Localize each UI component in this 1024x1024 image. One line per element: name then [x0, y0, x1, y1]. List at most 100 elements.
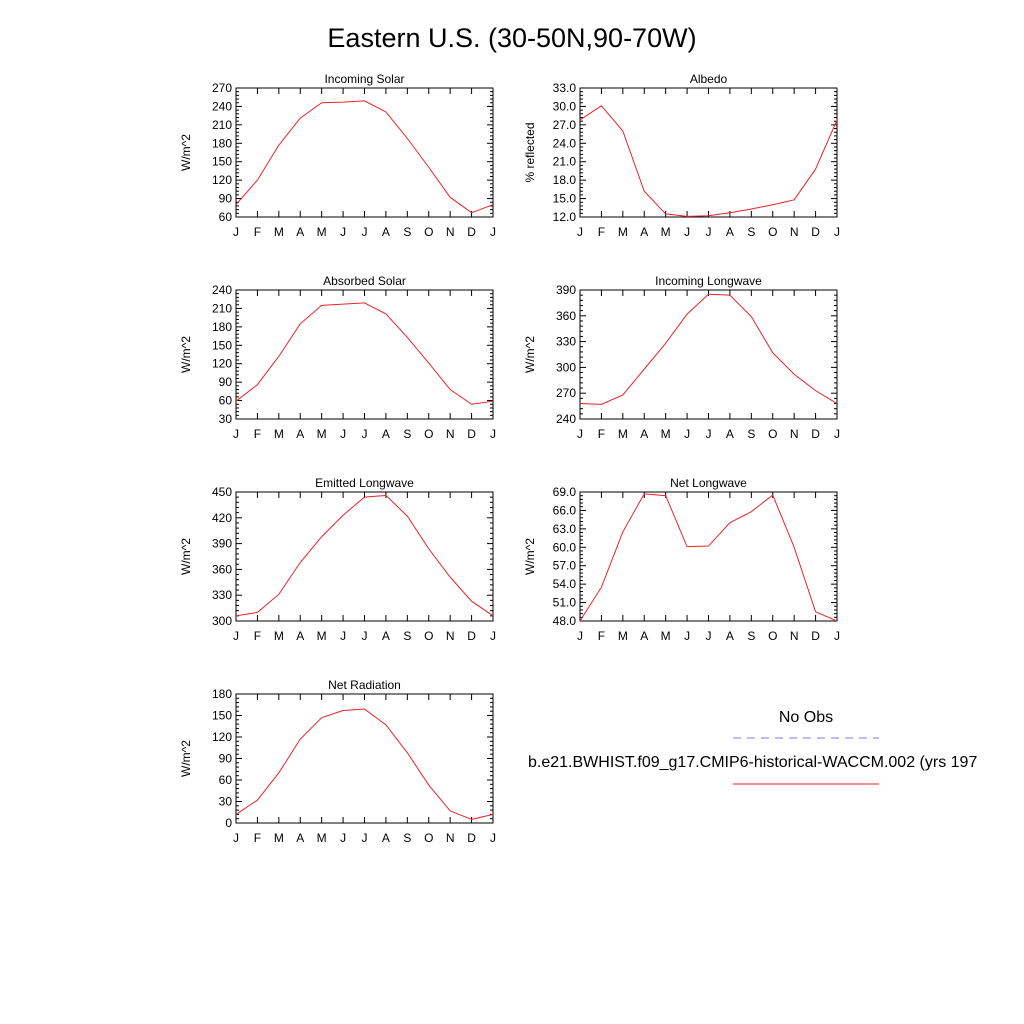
- legend: No Obs b.e21.BWHIST.f09_g17.CMIP6-histor…: [528, 709, 977, 785]
- absorbed-solar-xtick-label: A: [296, 427, 304, 441]
- albedo-ylabel: % reflected: [523, 122, 537, 182]
- absorbed-solar-xtick-label: D: [467, 427, 476, 441]
- incoming-solar-ytick-label: 210: [212, 118, 232, 132]
- net-longwave-xtick-label: J: [684, 629, 690, 643]
- emitted-longwave-title: Emitted Longwave: [315, 476, 414, 490]
- emitted-longwave-xtick-label: M: [317, 629, 327, 643]
- incoming-longwave-ytick-label: 330: [556, 335, 576, 349]
- emitted-longwave-xtick-label: N: [446, 629, 455, 643]
- net-radiation-xtick-label: M: [317, 831, 327, 845]
- net-radiation-xtick-label: J: [362, 831, 368, 845]
- incoming-solar-panel: Incoming Solar W/m^2 60 90 120 150 180 210 240 27…: [179, 72, 496, 239]
- absorbed-solar-xtick-label: J: [340, 427, 346, 441]
- net-longwave-ytick-label: 69.0: [553, 485, 577, 499]
- net-radiation-title: Net Radiation: [328, 678, 401, 692]
- albedo-ytick-label: 27.0: [553, 118, 577, 132]
- incoming-longwave-xtick-label: J: [706, 427, 712, 441]
- emitted-longwave-xtick-label: O: [424, 629, 433, 643]
- net-radiation-xtick-label: J: [490, 831, 496, 845]
- emitted-longwave-xtick-label: J: [362, 629, 368, 643]
- legend-obs-label: No Obs: [779, 709, 833, 726]
- incoming-solar-ylabel: W/m^2: [179, 134, 193, 171]
- net-longwave-ylabel: W/m^2: [523, 538, 537, 575]
- emitted-longwave-xtick-label: J: [233, 629, 239, 643]
- albedo-ytick-label: 12.0: [553, 210, 577, 224]
- incoming-longwave-xtick-label: N: [790, 427, 799, 441]
- net-radiation-ylabel: W/m^2: [179, 740, 193, 777]
- absorbed-solar-xtick-label: N: [446, 427, 455, 441]
- incoming-solar-xtick-label: O: [424, 225, 433, 239]
- absorbed-solar-xtick-label: M: [317, 427, 327, 441]
- net-longwave-ytick-label: 51.0: [553, 596, 577, 610]
- net-radiation-xtick-label: J: [233, 831, 239, 845]
- absorbed-solar-ytick-label: 180: [212, 320, 232, 334]
- net-longwave-xtick-label: S: [747, 629, 755, 643]
- albedo-ytick-label: 18.0: [553, 173, 577, 187]
- incoming-solar-ytick-label: 90: [219, 192, 233, 206]
- emitted-longwave-xtick-label: J: [340, 629, 346, 643]
- absorbed-solar-frame: [235, 289, 494, 420]
- incoming-solar-ytick-label: 60: [219, 210, 233, 224]
- net-longwave-xtick-label: J: [834, 629, 840, 643]
- incoming-solar-series-line: [235, 100, 494, 214]
- incoming-longwave-xtick-label: A: [726, 427, 734, 441]
- net-longwave-panel: Net Longwave W/m^2 48.0 51.0 54.0 57.0 60.0 63.…: [523, 476, 840, 643]
- net-longwave-ytick-label: 66.0: [553, 503, 577, 517]
- net-longwave-xtick-label: J: [706, 629, 712, 643]
- absorbed-solar-title: Absorbed Solar: [323, 274, 406, 288]
- incoming-solar-xtick-label: F: [254, 225, 261, 239]
- net-radiation-xtick-label: A: [296, 831, 304, 845]
- albedo-xtick-label: A: [726, 225, 734, 239]
- absorbed-solar-xtick-label: J: [233, 427, 239, 441]
- net-radiation-xtick-label: A: [382, 831, 390, 845]
- net-longwave-xtick-label: A: [726, 629, 734, 643]
- net-radiation-ytick-label: 120: [212, 730, 232, 744]
- absorbed-solar-ticks: [235, 289, 494, 420]
- net-longwave-frame: [579, 491, 838, 622]
- incoming-solar-xtick-label: J: [362, 225, 368, 239]
- albedo-xtick-label: S: [747, 225, 755, 239]
- net-radiation-series-line: [235, 708, 494, 820]
- incoming-longwave-xtick-label: M: [661, 427, 671, 441]
- emitted-longwave-xtick-label: A: [296, 629, 304, 643]
- emitted-longwave-panel: Emitted Longwave W/m^2 300 330 360 390 420 450 J…: [179, 476, 496, 643]
- albedo-xtick-label: A: [640, 225, 648, 239]
- absorbed-solar-xtick-label: M: [274, 427, 284, 441]
- albedo-ytick-label: 30.0: [553, 99, 577, 113]
- incoming-solar-xtick-label: A: [382, 225, 390, 239]
- incoming-longwave-xtick-label: D: [811, 427, 820, 441]
- incoming-longwave-ylabel: W/m^2: [523, 336, 537, 373]
- albedo-ytick-label: 21.0: [553, 155, 577, 169]
- incoming-solar-xtick-label: N: [446, 225, 455, 239]
- absorbed-solar-xtick-label: O: [424, 427, 433, 441]
- incoming-solar-title: Incoming Solar: [324, 72, 404, 86]
- absorbed-solar-ytick-label: 120: [212, 357, 232, 371]
- incoming-longwave-frame: [579, 289, 838, 420]
- incoming-solar-xtick-label: J: [340, 225, 346, 239]
- absorbed-solar-panel: Absorbed Solar W/m^2 30 60 90 120 150 180 210 240…: [179, 274, 496, 441]
- net-radiation-xtick-label: D: [467, 831, 476, 845]
- net-radiation-ytick-label: 60: [219, 773, 233, 787]
- net-radiation-ticks: [235, 693, 494, 824]
- emitted-longwave-xtick-label: F: [254, 629, 261, 643]
- incoming-longwave-xtick-label: J: [684, 427, 690, 441]
- incoming-solar-ytick-label: 240: [212, 99, 232, 113]
- emitted-longwave-xtick-label: A: [382, 629, 390, 643]
- net-longwave-ytick-label: 48.0: [553, 614, 577, 628]
- net-longwave-xtick-label: M: [618, 629, 628, 643]
- emitted-longwave-xtick-label: M: [274, 629, 284, 643]
- emitted-longwave-ytick-label: 360: [212, 562, 232, 576]
- incoming-longwave-xtick-label: J: [577, 427, 583, 441]
- incoming-longwave-ticks: [579, 289, 838, 420]
- net-longwave-xtick-label: M: [661, 629, 671, 643]
- net-longwave-xtick-label: D: [811, 629, 820, 643]
- incoming-longwave-xtick-label: J: [834, 427, 840, 441]
- incoming-longwave-ytick-label: 300: [556, 360, 576, 374]
- net-longwave-title: Net Longwave: [670, 476, 747, 490]
- incoming-longwave-xtick-label: A: [640, 427, 648, 441]
- net-radiation-ytick-label: 0: [225, 816, 232, 830]
- emitted-longwave-ytick-label: 450: [212, 485, 232, 499]
- net-radiation-xtick-label: F: [254, 831, 261, 845]
